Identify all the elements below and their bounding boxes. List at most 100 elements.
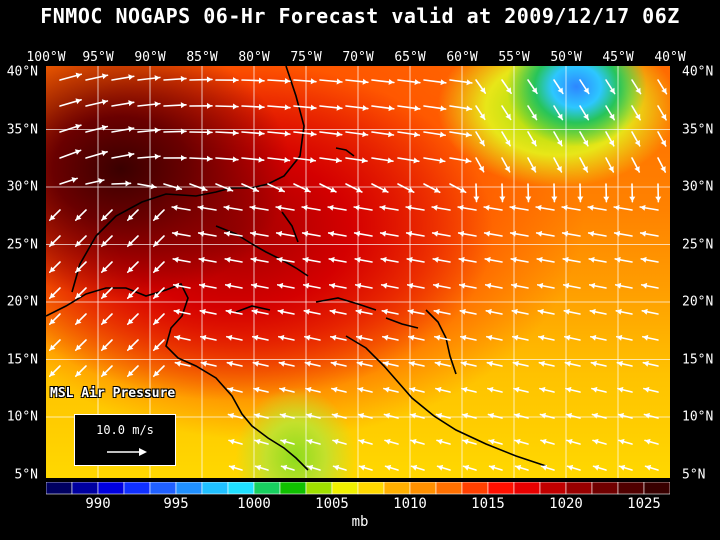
wind-arrowhead	[354, 230, 361, 237]
wind-arrowhead	[566, 438, 573, 445]
wind-arrowhead	[280, 438, 287, 445]
wind-arrowhead	[200, 334, 207, 341]
wind-arrowhead	[499, 196, 506, 202]
wind-arrowhead	[603, 196, 610, 202]
wind-arrowhead	[660, 113, 667, 120]
wind-arrowhead	[614, 204, 620, 211]
colorbar-swatch	[175, 482, 203, 495]
wind-arrowhead	[49, 370, 56, 377]
wind-arrowhead	[437, 464, 444, 471]
wind-arrowhead	[660, 140, 666, 146]
wind-arrowhead	[75, 123, 81, 130]
wind-arrowhead	[487, 386, 494, 393]
wind-arrowhead	[328, 230, 335, 237]
wind-arrowhead	[511, 282, 518, 289]
wind-arrowhead	[380, 230, 387, 237]
wind-arrowhead	[101, 318, 108, 325]
wind-arrowhead	[615, 282, 622, 289]
wind-arrowhead	[619, 464, 626, 471]
wind-arrowhead	[407, 256, 413, 263]
wind-arrowhead	[153, 318, 160, 325]
wind-arrowhead	[414, 105, 420, 112]
wind-arrowhead	[280, 412, 287, 419]
wind-arrowhead	[101, 292, 108, 299]
latitude-label: 25°N	[6, 237, 38, 252]
coastline	[46, 282, 309, 471]
colorbar-swatch	[435, 482, 463, 495]
wind-arrowhead	[551, 196, 558, 202]
wind-arrowhead	[434, 334, 441, 341]
wind-arrowhead	[488, 438, 495, 445]
wind-arrowhead	[530, 139, 537, 146]
wind-arrowhead	[593, 464, 600, 471]
wind-arrowhead	[333, 464, 340, 471]
wind-arrowhead	[278, 334, 285, 341]
wind-arrowhead	[309, 157, 316, 164]
wind-arrowhead	[357, 360, 363, 367]
wind-arrowhead	[153, 214, 160, 221]
wind-arrowhead	[75, 344, 82, 351]
wind-arrowhead	[618, 438, 625, 445]
wind-arrowhead	[206, 76, 212, 83]
wind-arrowhead	[541, 464, 548, 471]
wind-arrowhead	[463, 464, 470, 471]
wind-arrowhead	[381, 187, 388, 193]
wind-arrowhead	[49, 240, 56, 247]
colorbar-swatch	[46, 482, 73, 495]
wind-arrowhead	[388, 78, 394, 85]
colorbar-swatch	[409, 482, 437, 495]
wind-arrowhead	[536, 204, 542, 211]
latitude-label: 10°N	[682, 409, 714, 425]
wind-arrowhead	[253, 360, 259, 367]
wind-arrowhead	[479, 87, 486, 94]
wind-arrowhead	[413, 157, 419, 164]
wind-arrowhead	[252, 186, 259, 192]
wind-arrowhead	[640, 230, 647, 237]
wind-arrowhead	[411, 464, 418, 471]
wind-arrowhead	[661, 87, 667, 94]
wind-arrowhead	[512, 334, 519, 341]
wind-arrowhead	[335, 157, 342, 164]
latitude-label: 15°N	[6, 352, 38, 367]
wind-arrowhead	[278, 186, 285, 193]
field-label: MSL Air Pressure	[50, 386, 176, 401]
wind-arrowhead	[439, 157, 445, 164]
wind-arrowhead	[641, 256, 647, 263]
wind-arrowhead	[253, 386, 260, 393]
wind-arrowhead	[487, 360, 493, 367]
wind-arrowhead	[644, 412, 651, 419]
wind-arrowhead	[358, 438, 365, 445]
vector-key-box: 10.0 m/s	[74, 414, 176, 466]
wind-arrowhead	[279, 386, 286, 393]
longitude-label: 100°W	[26, 50, 66, 65]
wind-arrowhead	[643, 360, 649, 367]
longitude-label: 45°W	[602, 50, 634, 65]
colorbar-swatch	[643, 482, 670, 495]
wind-arrowhead	[356, 187, 362, 193]
colorbar	[46, 482, 670, 495]
latitude-label: 40°N	[6, 64, 38, 80]
wind-arrowhead	[101, 124, 108, 131]
wind-arrowhead	[564, 334, 571, 341]
wind-arrowhead	[515, 464, 522, 471]
wind-arrowhead	[356, 308, 362, 315]
wind-arrowhead	[384, 438, 391, 445]
latitude-label: 20°N	[682, 294, 714, 310]
wind-arrowhead	[361, 157, 368, 164]
latitude-label: 25°N	[682, 237, 714, 252]
wind-arrowhead	[284, 104, 290, 111]
wind-arrowhead	[310, 104, 316, 111]
wind-arrowhead	[566, 412, 573, 419]
wind-arrowhead	[388, 105, 394, 112]
colorbar-swatch	[383, 482, 411, 495]
wind-arrowhead	[153, 344, 160, 351]
wind-arrowhead	[71, 177, 78, 183]
wind-arrowhead	[232, 103, 238, 110]
wind-arrowhead	[258, 103, 264, 110]
wind-arrowhead	[49, 344, 56, 351]
wind-arrowhead	[510, 204, 516, 211]
wind-arrowhead	[75, 292, 82, 299]
chart-title: FNMOC NOGAPS 06-Hr Forecast valid at 200…	[40, 4, 680, 28]
wind-arrowhead	[101, 150, 108, 157]
wind-arrowhead	[279, 360, 285, 367]
